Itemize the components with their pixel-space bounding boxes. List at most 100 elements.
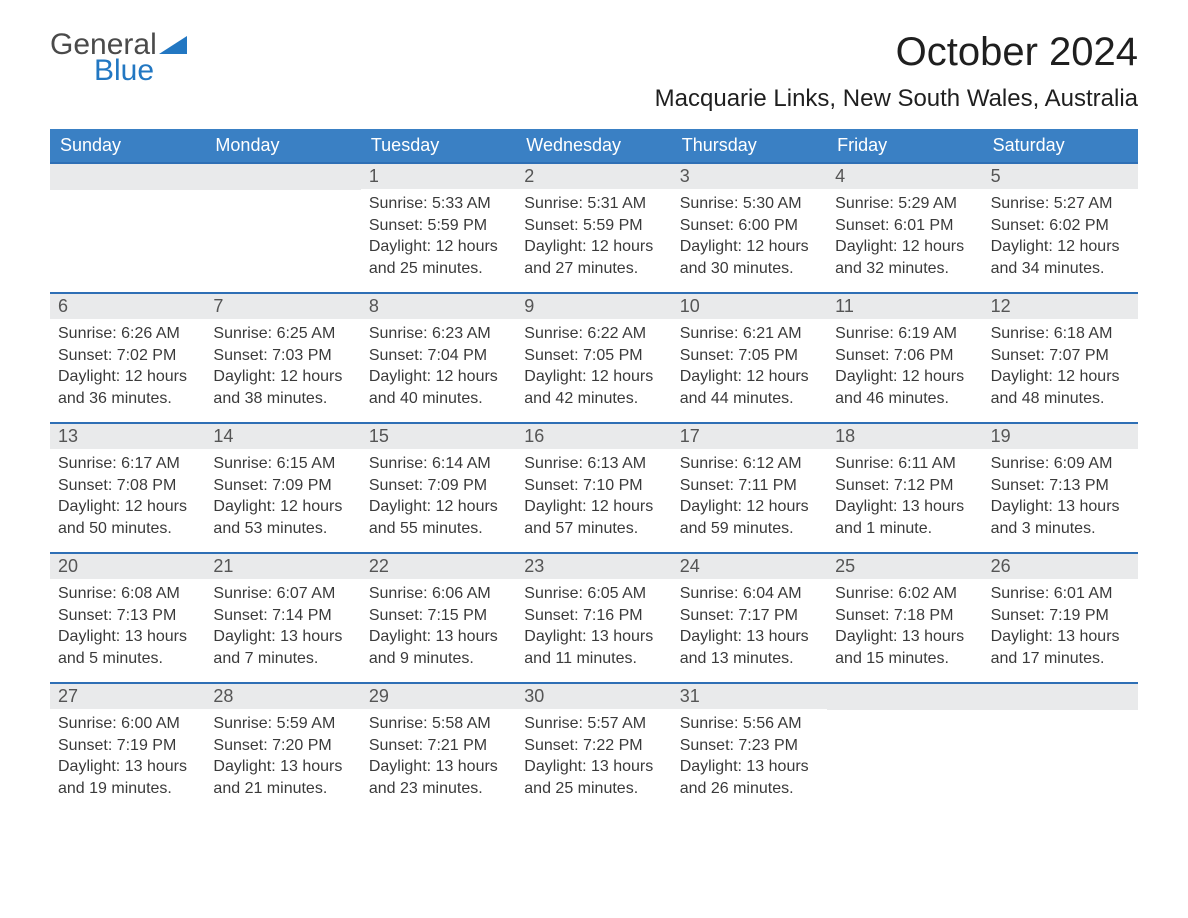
sunrise-text: Sunrise: 6:18 AM xyxy=(991,323,1130,345)
calendar-cell: 16Sunrise: 6:13 AMSunset: 7:10 PMDayligh… xyxy=(516,422,671,552)
daylight-line2: and 26 minutes. xyxy=(680,778,819,800)
day-info: Sunrise: 6:02 AMSunset: 7:18 PMDaylight:… xyxy=(827,579,982,673)
day-info: Sunrise: 6:07 AMSunset: 7:14 PMDaylight:… xyxy=(205,579,360,673)
daylight-line1: Daylight: 12 hours xyxy=(680,366,819,388)
day-of-week-header: Tuesday xyxy=(361,129,516,162)
day-of-week-header: Sunday xyxy=(50,129,205,162)
day-number: 9 xyxy=(516,294,671,319)
daylight-line2: and 5 minutes. xyxy=(58,648,197,670)
calendar-cell: 26Sunrise: 6:01 AMSunset: 7:19 PMDayligh… xyxy=(983,552,1138,682)
day-info: Sunrise: 6:00 AMSunset: 7:19 PMDaylight:… xyxy=(50,709,205,803)
sunset-text: Sunset: 7:21 PM xyxy=(369,735,508,757)
daylight-line1: Daylight: 12 hours xyxy=(524,236,663,258)
sunrise-text: Sunrise: 5:27 AM xyxy=(991,193,1130,215)
daylight-line1: Daylight: 12 hours xyxy=(213,366,352,388)
day-info: Sunrise: 5:30 AMSunset: 6:00 PMDaylight:… xyxy=(672,189,827,283)
day-number: 10 xyxy=(672,294,827,319)
calendar-cell: 13Sunrise: 6:17 AMSunset: 7:08 PMDayligh… xyxy=(50,422,205,552)
sunset-text: Sunset: 7:14 PM xyxy=(213,605,352,627)
daylight-line2: and 30 minutes. xyxy=(680,258,819,280)
daylight-line1: Daylight: 12 hours xyxy=(680,236,819,258)
day-of-week-header: Thursday xyxy=(672,129,827,162)
daylight-line2: and 38 minutes. xyxy=(213,388,352,410)
daylight-line2: and 25 minutes. xyxy=(369,258,508,280)
sunset-text: Sunset: 7:23 PM xyxy=(680,735,819,757)
sunset-text: Sunset: 7:07 PM xyxy=(991,345,1130,367)
calendar-cell: 17Sunrise: 6:12 AMSunset: 7:11 PMDayligh… xyxy=(672,422,827,552)
sunrise-text: Sunrise: 6:17 AM xyxy=(58,453,197,475)
brand-sail-icon xyxy=(159,28,187,61)
day-info: Sunrise: 5:59 AMSunset: 7:20 PMDaylight:… xyxy=(205,709,360,803)
day-info: Sunrise: 6:14 AMSunset: 7:09 PMDaylight:… xyxy=(361,449,516,543)
calendar-cell: 12Sunrise: 6:18 AMSunset: 7:07 PMDayligh… xyxy=(983,292,1138,422)
day-number: 16 xyxy=(516,424,671,449)
day-info: Sunrise: 6:05 AMSunset: 7:16 PMDaylight:… xyxy=(516,579,671,673)
daylight-line1: Daylight: 12 hours xyxy=(835,236,974,258)
daylight-line1: Daylight: 13 hours xyxy=(58,626,197,648)
day-number: 29 xyxy=(361,684,516,709)
calendar-cell: 2Sunrise: 5:31 AMSunset: 5:59 PMDaylight… xyxy=(516,162,671,292)
day-number: 25 xyxy=(827,554,982,579)
daylight-line1: Daylight: 13 hours xyxy=(835,496,974,518)
daylight-line1: Daylight: 12 hours xyxy=(991,236,1130,258)
sunrise-text: Sunrise: 6:04 AM xyxy=(680,583,819,605)
sunset-text: Sunset: 7:16 PM xyxy=(524,605,663,627)
sunrise-text: Sunrise: 6:12 AM xyxy=(680,453,819,475)
sunrise-text: Sunrise: 5:30 AM xyxy=(680,193,819,215)
sunset-text: Sunset: 7:22 PM xyxy=(524,735,663,757)
day-of-week-header: Monday xyxy=(205,129,360,162)
daylight-line2: and 36 minutes. xyxy=(58,388,197,410)
daylight-line2: and 9 minutes. xyxy=(369,648,508,670)
daylight-line2: and 7 minutes. xyxy=(213,648,352,670)
sunset-text: Sunset: 7:13 PM xyxy=(991,475,1130,497)
daylight-line2: and 19 minutes. xyxy=(58,778,197,800)
calendar-cell: 8Sunrise: 6:23 AMSunset: 7:04 PMDaylight… xyxy=(361,292,516,422)
day-of-week-header: Friday xyxy=(827,129,982,162)
day-number: 22 xyxy=(361,554,516,579)
day-of-week-header: Wednesday xyxy=(516,129,671,162)
sunset-text: Sunset: 7:19 PM xyxy=(991,605,1130,627)
day-number: 17 xyxy=(672,424,827,449)
sunset-text: Sunset: 7:18 PM xyxy=(835,605,974,627)
daylight-line1: Daylight: 12 hours xyxy=(991,366,1130,388)
daylight-line1: Daylight: 12 hours xyxy=(369,496,508,518)
day-info: Sunrise: 6:15 AMSunset: 7:09 PMDaylight:… xyxy=(205,449,360,543)
day-info: Sunrise: 6:12 AMSunset: 7:11 PMDaylight:… xyxy=(672,449,827,543)
daylight-line2: and 46 minutes. xyxy=(835,388,974,410)
day-number: 18 xyxy=(827,424,982,449)
daylight-line1: Daylight: 12 hours xyxy=(680,496,819,518)
daylight-line1: Daylight: 12 hours xyxy=(524,496,663,518)
sunrise-text: Sunrise: 6:11 AM xyxy=(835,453,974,475)
day-number: 31 xyxy=(672,684,827,709)
day-number: 3 xyxy=(672,164,827,189)
sunrise-text: Sunrise: 6:00 AM xyxy=(58,713,197,735)
day-info: Sunrise: 6:06 AMSunset: 7:15 PMDaylight:… xyxy=(361,579,516,673)
daylight-line2: and 57 minutes. xyxy=(524,518,663,540)
daylight-line2: and 17 minutes. xyxy=(991,648,1130,670)
daylight-line2: and 23 minutes. xyxy=(369,778,508,800)
brand-logo: General Blue xyxy=(50,30,187,86)
daylight-line2: and 1 minute. xyxy=(835,518,974,540)
day-number: 15 xyxy=(361,424,516,449)
day-number: 30 xyxy=(516,684,671,709)
day-number: 4 xyxy=(827,164,982,189)
day-number: 5 xyxy=(983,164,1138,189)
daylight-line2: and 42 minutes. xyxy=(524,388,663,410)
sunrise-text: Sunrise: 6:02 AM xyxy=(835,583,974,605)
calendar-cell: 25Sunrise: 6:02 AMSunset: 7:18 PMDayligh… xyxy=(827,552,982,682)
day-number xyxy=(983,684,1138,710)
daylight-line1: Daylight: 13 hours xyxy=(991,626,1130,648)
daylight-line1: Daylight: 12 hours xyxy=(58,496,197,518)
day-number: 8 xyxy=(361,294,516,319)
sunrise-text: Sunrise: 6:06 AM xyxy=(369,583,508,605)
title-block: October 2024 Macquarie Links, New South … xyxy=(655,30,1138,123)
day-info: Sunrise: 5:58 AMSunset: 7:21 PMDaylight:… xyxy=(361,709,516,803)
calendar-cell: 10Sunrise: 6:21 AMSunset: 7:05 PMDayligh… xyxy=(672,292,827,422)
sunset-text: Sunset: 7:08 PM xyxy=(58,475,197,497)
day-number: 6 xyxy=(50,294,205,319)
day-number: 1 xyxy=(361,164,516,189)
daylight-line2: and 48 minutes. xyxy=(991,388,1130,410)
sunrise-text: Sunrise: 5:31 AM xyxy=(524,193,663,215)
day-info: Sunrise: 6:13 AMSunset: 7:10 PMDaylight:… xyxy=(516,449,671,543)
day-number: 27 xyxy=(50,684,205,709)
